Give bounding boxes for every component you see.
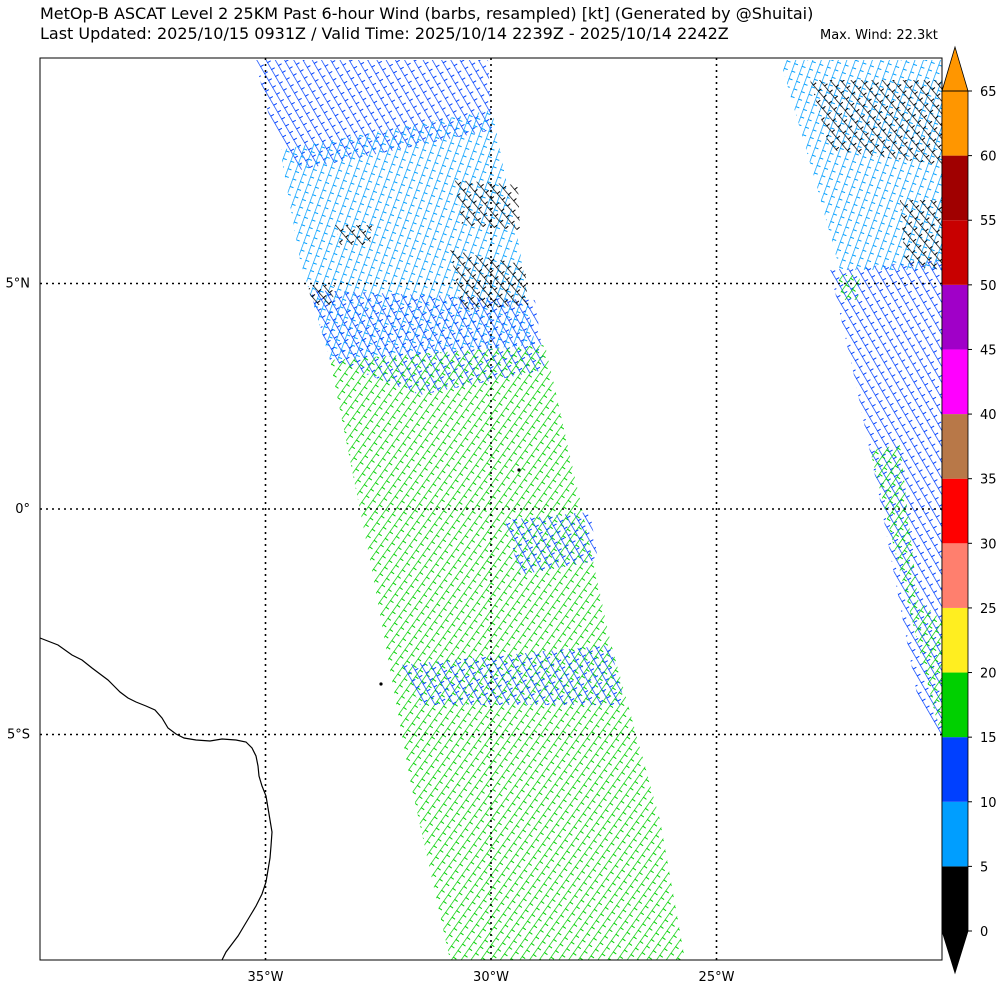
colorbar-tick-label: 50 [980, 279, 997, 294]
lat-label: 5°N [6, 277, 31, 292]
wind-swath [330, 345, 685, 960]
colorbar-tick-label: 10 [980, 796, 997, 811]
gridlines [40, 58, 942, 960]
colorbar-tick-label: 45 [980, 343, 997, 358]
wind-swath [308, 285, 335, 305]
colorbar-segment [942, 155, 968, 221]
colorbar-segment [942, 478, 968, 544]
wind-swath [400, 645, 625, 705]
colorbar-frame [941, 90, 969, 932]
wind-swath [335, 225, 372, 245]
island [517, 468, 521, 472]
wind-swath [900, 200, 942, 270]
colorbar-tick-label: 25 [980, 602, 997, 617]
island [379, 682, 383, 686]
wind-swath [255, 60, 492, 170]
colorbar-segment [942, 91, 968, 156]
wind-swath [810, 80, 942, 165]
colorbar-segment [942, 414, 968, 479]
colorbar-max-extension [941, 45, 969, 92]
wind-swath [505, 512, 598, 575]
colorbar-segment [942, 801, 968, 867]
colorbar-min-extension [941, 930, 969, 975]
colorbar-tick-label: 0 [980, 925, 988, 940]
wind-swath [455, 180, 520, 230]
colorbar-tick-label: 5 [980, 860, 988, 875]
colorbar-tick-label: 65 [980, 85, 997, 100]
lon-label: 30°W [473, 970, 509, 985]
wind-swaths [255, 60, 942, 960]
lon-label: 35°W [248, 970, 284, 985]
colorbar-segment [942, 866, 968, 931]
lon-label: 25°W [699, 970, 735, 985]
wind-swath [450, 250, 528, 310]
colorbar-tick-label: 20 [980, 667, 997, 682]
wind-swath [838, 275, 860, 300]
colorbar-tick-label: 55 [980, 214, 997, 229]
colorbar-segment [942, 220, 968, 285]
colorbar-segment [942, 672, 968, 738]
colorbar-segment [942, 284, 968, 350]
map-subtitle: Last Updated: 2025/10/15 0931Z / Valid T… [40, 24, 729, 43]
colorbar-tick-label: 30 [980, 537, 997, 552]
colorbar-tick-label: 40 [980, 408, 997, 423]
colorbar-tick-label: 35 [980, 473, 997, 488]
colorbar-segment [942, 607, 968, 673]
lat-label: 5°S [7, 728, 30, 743]
map-title: MetOp-B ASCAT Level 2 25KM Past 6-hour W… [40, 4, 814, 23]
axis-labels: 5°N 0° 5°S 35°W 30°W 25°W [6, 277, 735, 986]
lat-label: 0° [15, 502, 30, 517]
colorbar: 0 5 10 15 20 25 30 35 40 45 50 55 60 65 [941, 45, 997, 975]
max-wind-label: Max. Wind: 22.3kt [820, 28, 938, 43]
colorbar-segment [942, 737, 968, 802]
colorbar-tick-label: 15 [980, 731, 997, 746]
colorbar-segment [942, 543, 968, 608]
wind-swath [870, 445, 942, 742]
colorbar-tick-label: 60 [980, 150, 997, 165]
coastline [39, 637, 273, 961]
colorbar-segment [942, 349, 968, 415]
